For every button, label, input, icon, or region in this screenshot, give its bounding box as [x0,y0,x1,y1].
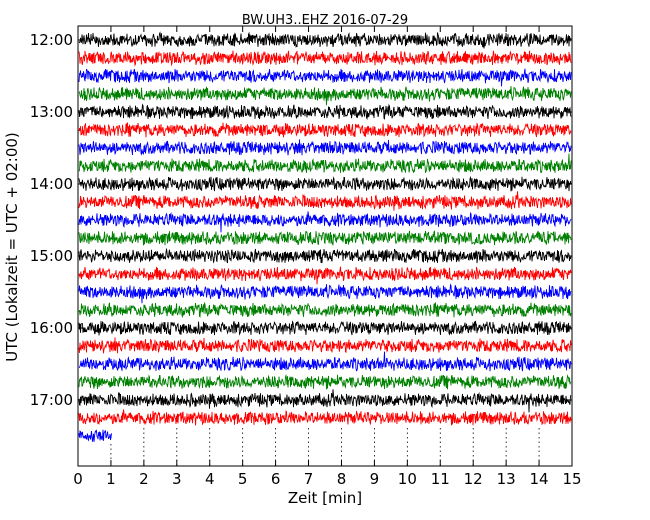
trace-1330 [78,139,572,156]
y-tick-label: 17:00 [30,391,73,409]
x-tick-label: 10 [398,470,417,488]
x-tick-label: 1 [106,470,116,488]
trace-1400 [78,175,572,192]
x-tick-label: 2 [139,470,149,488]
x-tick-label: 4 [205,470,215,488]
x-tick-label: 5 [238,470,248,488]
y-tick-label: 15:00 [30,247,73,265]
trace-1600 [78,320,572,336]
trace-1615 [78,337,572,354]
x-axis-label: Zeit [min] [288,489,362,507]
plot-frame [77,25,573,467]
trace-1515 [78,266,572,285]
y-tick-label: 16:00 [30,319,73,337]
x-tick-label: 0 [73,470,83,488]
chart-title: BW.UH3..EHZ 2016-07-29 [242,13,408,28]
trace-1630 [78,351,572,372]
y-tick-label: 12:00 [30,31,73,49]
y-tick-label: 13:00 [30,103,73,121]
seismic-traces [78,31,572,442]
y-tick-labels: 12:00 13:00 14:00 15:00 16:00 17:00 [30,31,73,409]
trace-1315 [78,122,572,138]
trace-1430 [78,211,572,233]
x-tick-label: 12 [464,470,483,488]
y-tick-label: 14:00 [30,175,73,193]
trace-1415 [78,191,572,211]
trace-1200 [78,31,572,49]
trace-1730 [78,429,112,442]
x-tick-label: 11 [431,470,450,488]
x-tick-labels: 0 1 2 3 4 5 6 7 8 9 10 11 12 13 14 15 [73,470,581,488]
x-tick-label: 6 [271,470,281,488]
grid-lines [110,428,540,466]
y-axis-label: UTC (Lokalzeit = UTC + 02:00) [3,132,21,362]
trace-1700 [78,389,572,413]
trace-1245 [78,86,572,106]
trace-1530 [78,283,572,304]
trace-1445 [78,230,572,246]
trace-1345 [78,153,572,174]
x-tick-label: 8 [337,470,347,488]
x-tick-label: 7 [304,470,314,488]
trace-1545 [78,301,572,319]
x-tick-label: 13 [497,470,516,488]
trace-1500 [78,248,572,264]
trace-1715 [78,409,572,426]
trace-1215 [78,50,572,67]
x-tick-label: 3 [172,470,182,488]
x-tick-label: 14 [530,470,549,488]
trace-1300 [78,103,572,121]
trace-1645 [78,373,572,390]
x-tick-label: 15 [562,470,581,488]
trace-1230 [78,68,572,87]
x-tick-label: 9 [370,470,380,488]
